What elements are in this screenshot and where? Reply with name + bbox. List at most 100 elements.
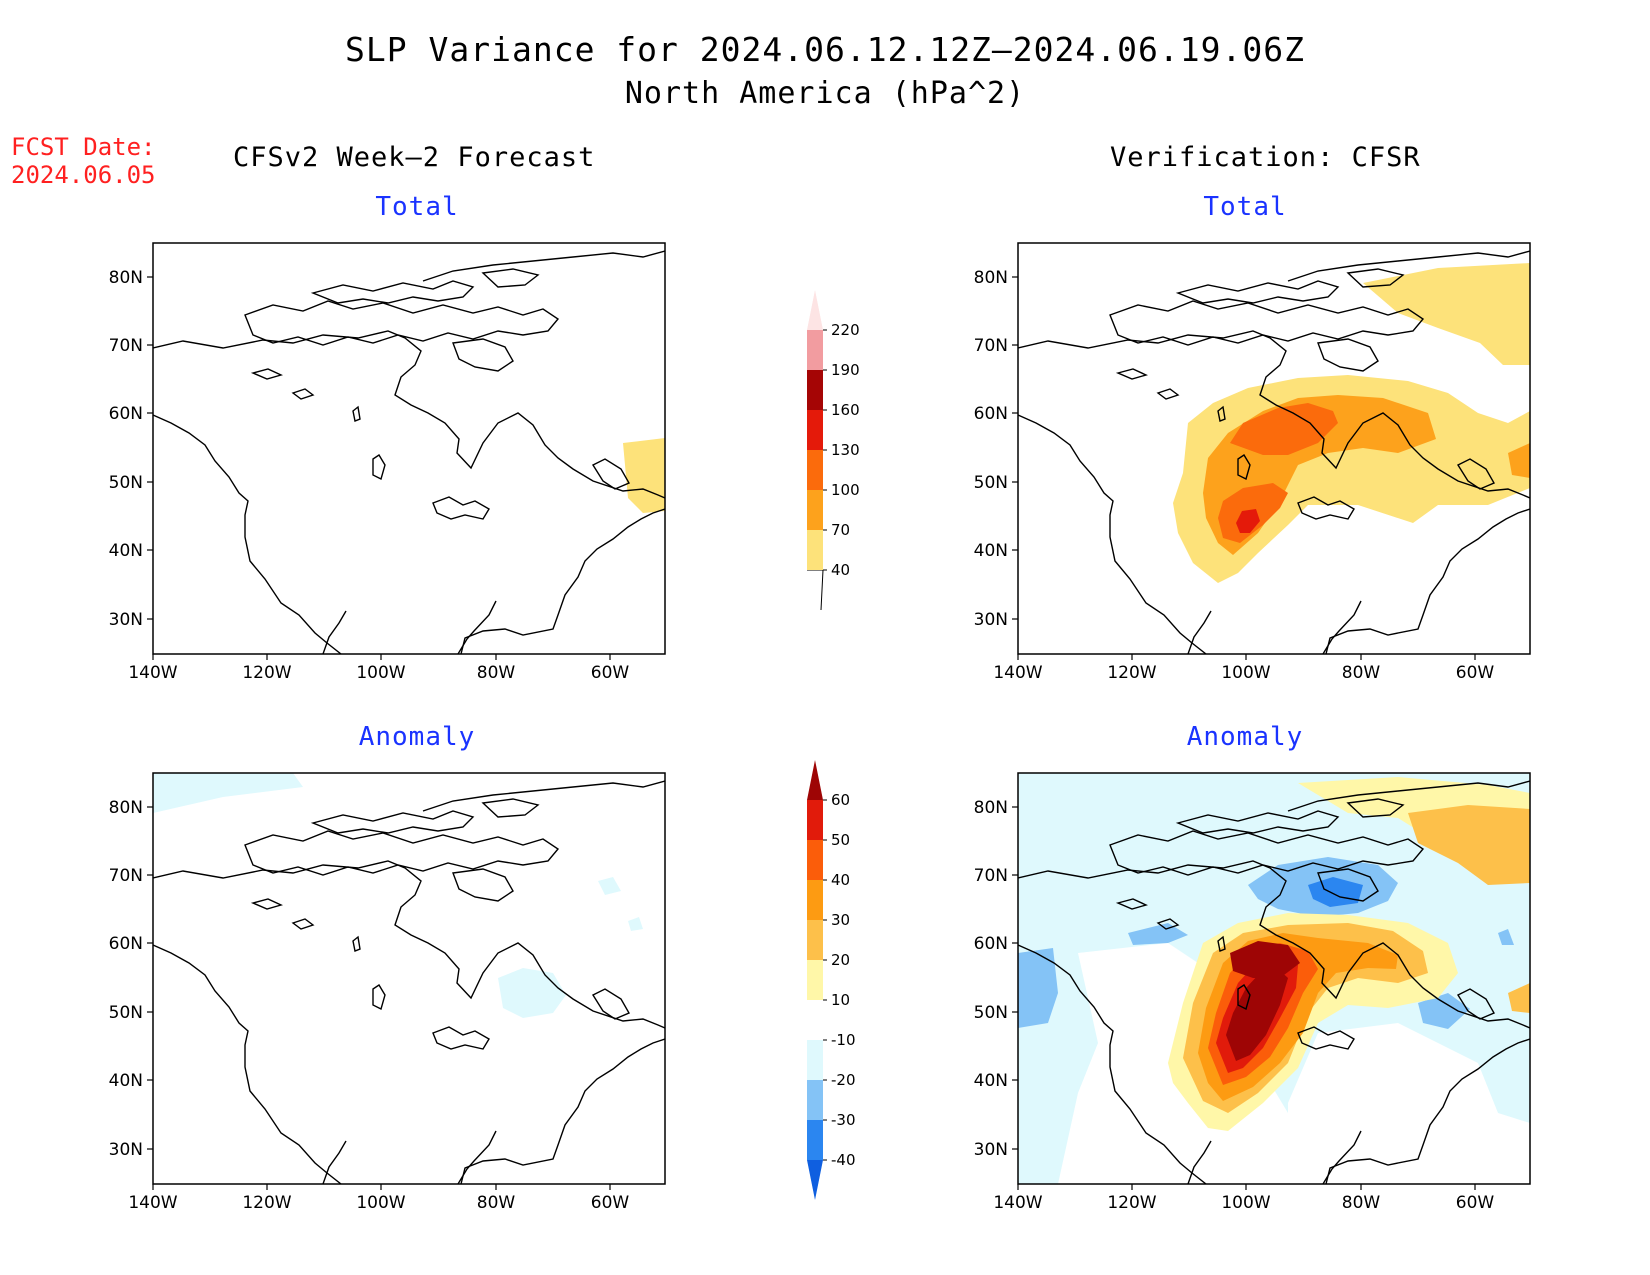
colorbar-swatch <box>807 290 823 330</box>
colorbar-label: -30 <box>831 1111 856 1129</box>
lon-tick-label: 60W <box>591 663 630 683</box>
lat-tick-label: 60N <box>974 934 1008 954</box>
colorbar-lower-extension <box>807 569 824 611</box>
colorbar-swatch <box>807 530 823 570</box>
verification-column-title: Verification: CFSR <box>1110 142 1421 173</box>
colorbar-swatch <box>807 960 823 1000</box>
colorbar-label: 220 <box>831 321 860 339</box>
axis-labels: 80N 70N 60N 50N 40N 30N 140W 120W 100W 80W 60W 80N 7… <box>109 268 1495 1213</box>
colorbar-label: 30 <box>831 911 850 929</box>
lat-tick-label: 50N <box>974 473 1008 493</box>
colorbar-swatch <box>807 450 823 490</box>
forecast-column-title: CFSv2 Week–2 Forecast <box>233 142 596 173</box>
anomaly-colorbar: -40 -30 -20 -10 10 20 30 40 50 60 <box>807 760 856 1200</box>
colorbar-label: 50 <box>831 831 850 849</box>
lon-tick-label: 100W <box>356 663 405 683</box>
colorbar-label: 100 <box>831 481 860 499</box>
panel-frame <box>152 242 666 655</box>
forecast-total-title: Total <box>375 192 459 222</box>
colorbar-label: 70 <box>831 521 850 539</box>
lon-tick-label: 100W <box>1221 663 1270 683</box>
colorbar-label: 10 <box>831 991 850 1009</box>
lat-tick-label: 60N <box>109 404 143 424</box>
colorbar-label: 40 <box>831 561 850 579</box>
colorbar-label: 190 <box>831 361 860 379</box>
lat-tick-label: 60N <box>974 404 1008 424</box>
colorbar-swatch <box>807 1120 823 1160</box>
total-colorbar: 40 70 100 130 160 190 220 <box>807 290 860 611</box>
lat-tick-label: 40N <box>109 541 143 561</box>
colorbar-label: 60 <box>831 791 850 809</box>
colorbar-swatch <box>807 760 823 800</box>
colorbar-swatch <box>807 1080 823 1120</box>
colorbar-swatch <box>807 1000 823 1040</box>
lat-tick-label: 30N <box>109 610 143 630</box>
verification-anomaly-title: Anomaly <box>1186 722 1304 752</box>
colorbar-swatch <box>807 490 823 530</box>
lat-tick-label: 70N <box>974 336 1008 356</box>
colorbar-label: 40 <box>831 871 850 889</box>
colorbar-label: 160 <box>831 401 860 419</box>
lat-tick-label: 80N <box>974 268 1008 288</box>
colorbar-label: -40 <box>831 1151 856 1169</box>
colorbar-swatch <box>807 840 823 880</box>
colorbar-swatch <box>807 800 823 840</box>
verification-total-title: Total <box>1203 192 1287 222</box>
lat-tick-label: 40N <box>974 541 1008 561</box>
colorbar-swatch <box>807 920 823 960</box>
colorbar-label: 20 <box>831 951 850 969</box>
lat-tick-label: 50N <box>109 473 143 493</box>
lat-tick-label: 80N <box>974 798 1008 818</box>
lon-tick-label: 60W <box>591 1193 630 1213</box>
lon-tick-label: 60W <box>1456 663 1495 683</box>
colorbar-swatch <box>807 410 823 450</box>
panel-frame <box>1017 242 1531 655</box>
lat-tick-label: 40N <box>974 1071 1008 1091</box>
lat-tick-label: 70N <box>109 866 143 886</box>
panel-frame <box>152 772 666 1185</box>
lat-tick-label: 80N <box>109 798 143 818</box>
fcst-date-label: FCST Date: <box>11 133 156 161</box>
lon-tick-label: 120W <box>1107 1193 1156 1213</box>
lon-tick-label: 100W <box>356 1193 405 1213</box>
fcst-date-value: 2024.06.05 <box>11 161 156 189</box>
colorbar-swatch <box>807 330 823 370</box>
lon-tick-label: 120W <box>242 1193 291 1213</box>
map-title: SLP Variance for 2024.06.12.12Z–2024.06.… <box>345 30 1305 69</box>
colorbar-swatch <box>807 1040 823 1080</box>
lat-tick-label: 40N <box>109 1071 143 1091</box>
lat-tick-label: 60N <box>109 934 143 954</box>
lat-tick-label: 50N <box>974 1003 1008 1023</box>
forecast-anomaly-title: Anomaly <box>358 722 476 752</box>
lon-tick-label: 140W <box>128 1193 177 1213</box>
lon-tick-label: 80W <box>477 1193 516 1213</box>
map-subtitle: North America (hPa^2) <box>624 76 1026 111</box>
verification-anomaly-map <box>1017 772 1531 1185</box>
forecast-total-map <box>152 242 666 655</box>
lat-tick-label: 70N <box>974 866 1008 886</box>
lat-tick-label: 50N <box>109 1003 143 1023</box>
panel-frame <box>1017 772 1531 1185</box>
lon-tick-label: 120W <box>1107 663 1156 683</box>
lon-tick-label: 80W <box>477 663 516 683</box>
lon-tick-label: 100W <box>1221 1193 1270 1213</box>
lat-tick-label: 30N <box>974 1140 1008 1160</box>
colorbar-label: 130 <box>831 441 860 459</box>
colorbar-swatch <box>807 1160 823 1200</box>
colorbar-label: -10 <box>831 1031 856 1049</box>
lat-tick-label: 30N <box>109 1140 143 1160</box>
lat-tick-label: 80N <box>109 268 143 288</box>
lon-tick-label: 60W <box>1456 1193 1495 1213</box>
lon-tick-label: 140W <box>128 663 177 683</box>
lon-tick-label: 140W <box>993 663 1042 683</box>
colorbar-swatch <box>807 370 823 410</box>
lon-tick-label: 80W <box>1342 1193 1381 1213</box>
colorbar-swatch <box>807 880 823 920</box>
forecast-anomaly-map <box>152 772 666 1185</box>
verification-total-map <box>1017 242 1531 655</box>
lon-tick-label: 80W <box>1342 663 1381 683</box>
lon-tick-label: 120W <box>242 663 291 683</box>
lon-tick-label: 140W <box>993 1193 1042 1213</box>
colorbar-label: -20 <box>831 1071 856 1089</box>
